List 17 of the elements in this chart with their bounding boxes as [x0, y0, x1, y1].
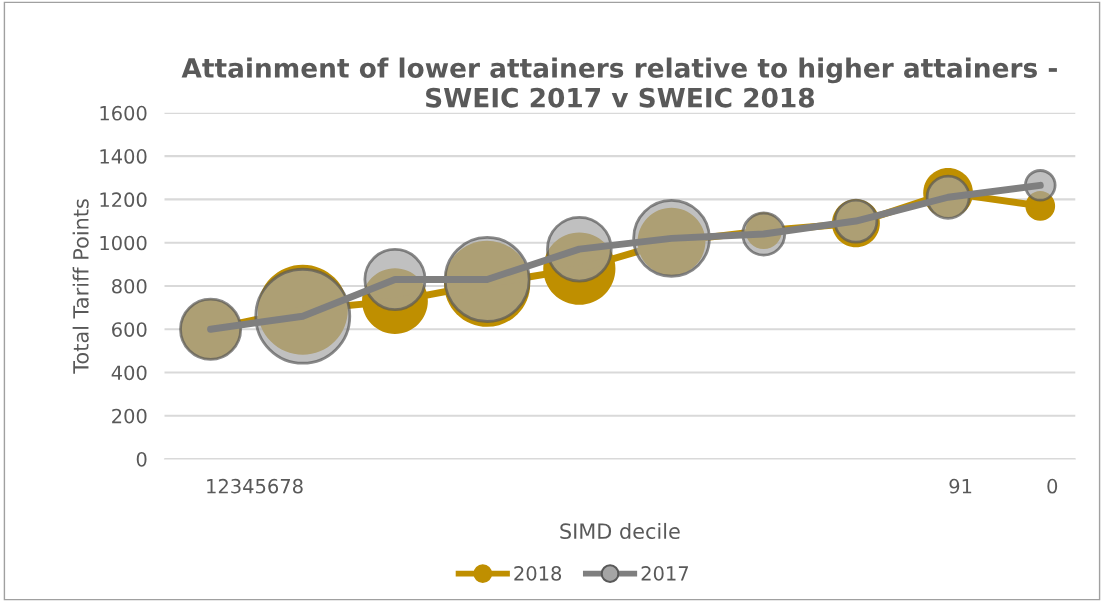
x-axis-title: SIMD decile: [560, 522, 680, 540]
y-tick-label: 0: [136, 451, 147, 467]
y-tick-label: 600: [112, 322, 147, 337]
y-tick-label: 800: [112, 278, 147, 294]
chart-title: Attainment of lower attainers relative to higher attainers - SWEIC 2017 v SWEIC 2018: [181, 57, 1057, 108]
y-tick-label: 400: [111, 365, 147, 381]
y-tick-label: 1400: [100, 149, 147, 164]
y-axis-title: Total Tariff Points: [72, 199, 89, 374]
y-tick-label: 200: [112, 408, 147, 424]
y-tick-label: 1600: [100, 105, 147, 121]
legend-label: 2018: [514, 566, 562, 581]
text: 0: [1047, 478, 1058, 494]
legend-label: 2017: [641, 566, 689, 581]
text: 12345678: [207, 478, 303, 494]
text: 91: [949, 478, 972, 494]
y-tick-label: 1000: [100, 235, 147, 251]
y-tick-label: 1200: [100, 192, 147, 208]
